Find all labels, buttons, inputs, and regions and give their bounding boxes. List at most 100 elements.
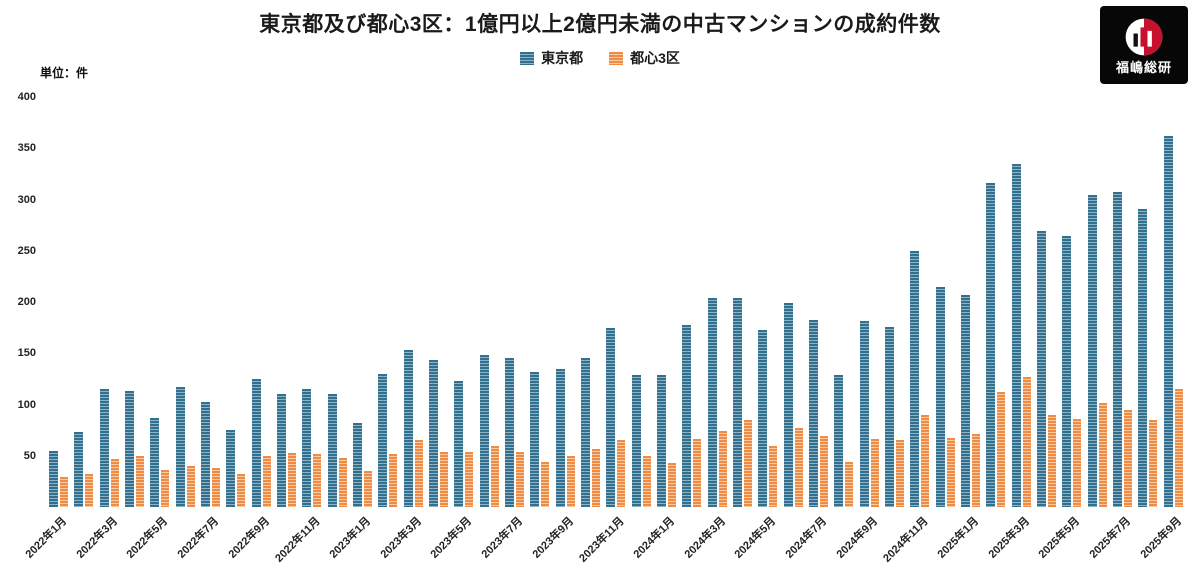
bar-group (831, 97, 856, 507)
x-axis-label: 2023年9月 (530, 515, 576, 561)
bar-group: 2024年3月 (682, 97, 730, 561)
bar-toshin3ku (338, 458, 347, 507)
bar-toshin3ku (971, 434, 980, 507)
chart-title: 東京都及び都心3区：1億円以上2億円未満の中古マンションの成約件数 (259, 13, 941, 36)
bar-group (983, 97, 1008, 507)
x-axis-label: 2024年11月 (880, 515, 931, 565)
bar-group (932, 97, 957, 507)
bar-toshin3ku (870, 439, 879, 507)
bar-group: 2022年11月 (273, 97, 324, 565)
bar-tokyo (277, 394, 287, 507)
bar-toshin3ku (997, 392, 1006, 507)
bar-group: 2025年5月 (1037, 97, 1084, 561)
x-axis-label: 2023年7月 (479, 515, 526, 561)
bar-toshin3ku (1022, 377, 1031, 507)
bar-toshin3ku (1123, 410, 1132, 507)
bar-group: 2022年9月 (226, 97, 274, 561)
bar-tokyo (657, 375, 667, 507)
y-axis-tick: 250 (17, 244, 36, 257)
x-axis-label: 2023年5月 (428, 515, 475, 561)
bar-tokyo (859, 321, 869, 507)
bar-group (1034, 97, 1059, 507)
bar-toshin3ku (642, 456, 651, 507)
y-axis-tick: 150 (17, 347, 36, 360)
x-axis-label: 2022年11月 (272, 515, 323, 565)
bar-group: 2023年7月 (480, 97, 527, 561)
bar-toshin3ku (440, 452, 449, 507)
bar-toshin3ku (668, 463, 677, 507)
logo-text: 福嶋総研 (1115, 60, 1172, 75)
bar-toshin3ku (617, 440, 626, 507)
bar-toshin3ku (414, 440, 423, 507)
x-axis-label: 2022年1月 (23, 515, 70, 561)
legend-item-toshin3ku: 都心3区 (609, 48, 680, 68)
y-axis-tick: 350 (17, 142, 36, 155)
bar-tokyo (783, 303, 793, 507)
bar-tokyo (1011, 164, 1021, 507)
bar-toshin3ku (1174, 389, 1183, 507)
x-axis-label: 2024年9月 (834, 515, 880, 561)
bar-group: 2022年1月 (24, 97, 71, 561)
bar-group: 2025年7月 (1087, 97, 1135, 561)
bar-toshin3ku (212, 468, 221, 507)
bar-tokyo (606, 328, 616, 507)
legend-label: 都心3区 (630, 50, 680, 66)
bar-toshin3ku (592, 449, 601, 507)
bar-toshin3ku (946, 438, 955, 507)
bar-tokyo (986, 183, 996, 507)
bar-tokyo (1163, 136, 1173, 507)
y-axis-tick: 400 (17, 91, 36, 103)
logo: 福嶋総研 (1100, 6, 1188, 84)
bar-tokyo (960, 295, 970, 507)
bar-tokyo (935, 287, 945, 507)
bar-group: 2023年11月 (577, 97, 628, 565)
bar-tokyo (581, 358, 591, 507)
bar-toshin3ku (794, 428, 803, 507)
bar-toshin3ku (718, 431, 727, 507)
x-axis-label: 2022年3月 (74, 515, 120, 561)
bar-toshin3ku (389, 454, 398, 507)
bar-group (426, 97, 451, 507)
bar-tokyo (353, 423, 363, 507)
bar-group (679, 97, 704, 507)
bar-tokyo (74, 432, 84, 507)
bar-toshin3ku (693, 439, 702, 507)
unit-label: 単位：件 (40, 66, 89, 80)
y-axis: 50 100 150 200 250 300 350 400 (0, 91, 40, 507)
bar-toshin3ku (364, 471, 373, 507)
bar-toshin3ku (744, 420, 753, 507)
y-axis-tick: 50 (23, 449, 36, 462)
legend-swatch (609, 51, 624, 65)
bar-toshin3ku (465, 452, 474, 507)
bar-toshin3ku (313, 454, 322, 507)
bar-group: 2022年7月 (176, 97, 223, 561)
bar-group: 2024年5月 (733, 97, 780, 561)
bar-group: 2022年5月 (125, 97, 172, 561)
bar-toshin3ku (516, 452, 525, 507)
x-axis-label: 2022年7月 (175, 515, 222, 561)
bar-group (274, 97, 299, 507)
bar-tokyo (175, 387, 185, 507)
bar-tokyo (226, 430, 236, 507)
bar-group (477, 97, 502, 507)
bar-toshin3ku (895, 440, 904, 507)
bar-toshin3ku (136, 456, 145, 507)
bar-tokyo (505, 358, 515, 507)
logo-emblem (1125, 18, 1163, 56)
bar-tokyo (479, 355, 489, 507)
bar-group (527, 97, 552, 507)
bar-toshin3ku (769, 446, 778, 507)
bar-toshin3ku (288, 453, 297, 507)
bar-tokyo (707, 298, 717, 507)
y-axis-tick: 200 (17, 296, 36, 308)
bar-tokyo (201, 402, 211, 507)
bar-tokyo (682, 325, 692, 507)
bar-toshin3ku (490, 446, 499, 507)
bar-tokyo (125, 391, 135, 507)
bar-toshin3ku (110, 459, 119, 507)
bar-group: 2024年7月 (783, 97, 831, 561)
bar-toshin3ku (60, 477, 69, 507)
bar-group (781, 97, 806, 507)
bar-group: 2023年5月 (429, 97, 476, 561)
bar-tokyo (454, 381, 464, 507)
